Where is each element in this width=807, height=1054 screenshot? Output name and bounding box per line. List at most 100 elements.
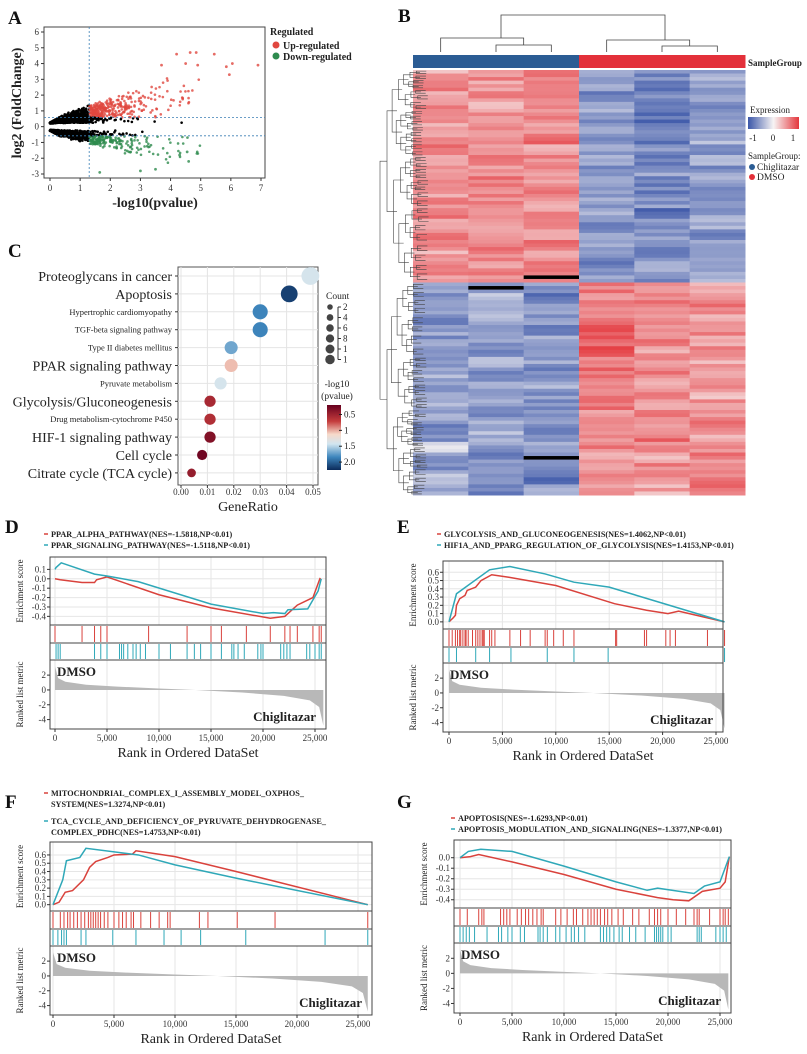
heatmap-cell bbox=[413, 108, 469, 113]
x-tick-label: 0.01 bbox=[200, 487, 216, 497]
heatmap-cell bbox=[468, 77, 525, 82]
heatmap-cell bbox=[579, 367, 635, 372]
data-point bbox=[91, 129, 94, 133]
x-tick-label: 3 bbox=[138, 183, 143, 193]
heatmap-cell bbox=[689, 424, 746, 429]
heatmap-cell bbox=[468, 236, 525, 241]
heatmap-cell bbox=[523, 346, 580, 351]
data-point bbox=[197, 78, 201, 81]
data-point bbox=[150, 85, 153, 89]
heatmap-cell bbox=[579, 473, 635, 478]
heatmap-cell bbox=[468, 473, 525, 478]
heatmap-cell bbox=[413, 247, 469, 252]
dot bbox=[224, 341, 238, 355]
heatmap-cell bbox=[689, 346, 746, 351]
heatmap-cell bbox=[634, 116, 691, 121]
heatmap-cell bbox=[523, 126, 580, 131]
heatmap-cell bbox=[689, 445, 746, 450]
data-point bbox=[105, 99, 109, 103]
heatmap-cell bbox=[413, 151, 469, 156]
heatmap-cell bbox=[523, 388, 580, 393]
heatmap-cell bbox=[468, 381, 525, 386]
heatmap-cell bbox=[468, 374, 525, 379]
row-dendrogram bbox=[379, 70, 429, 495]
heatmap-cell bbox=[579, 463, 635, 468]
heatmap-cell bbox=[413, 395, 469, 400]
data-point bbox=[77, 109, 80, 113]
data-point bbox=[108, 135, 112, 139]
data-point bbox=[145, 136, 149, 139]
heatmap-cell bbox=[689, 73, 746, 78]
x-tick-label: 5,000 bbox=[97, 733, 118, 743]
data-point bbox=[142, 103, 146, 107]
heatmap-cell bbox=[579, 183, 635, 188]
es-tick-label: 0.6 bbox=[428, 567, 440, 577]
heatmap-cell bbox=[413, 147, 469, 152]
data-point bbox=[187, 159, 191, 163]
heatmap-cell bbox=[468, 84, 525, 89]
heatmap-cell bbox=[579, 208, 635, 213]
heatmap-cell bbox=[689, 176, 746, 181]
heatmap-cell bbox=[413, 459, 469, 464]
heatmap-cell bbox=[634, 243, 691, 248]
heatmap-cell bbox=[689, 105, 746, 110]
data-point bbox=[126, 106, 129, 109]
panel-letter-c: C bbox=[8, 241, 22, 262]
heatmap-cell bbox=[689, 374, 746, 379]
data-point bbox=[96, 130, 99, 134]
data-point bbox=[119, 139, 122, 143]
heatmap-cell bbox=[579, 73, 635, 78]
term-label: Glycolysis/Gluconeogenesis bbox=[13, 395, 172, 410]
heatmap-cell bbox=[413, 289, 469, 294]
data-point bbox=[106, 106, 110, 110]
enrichment-curve bbox=[459, 853, 731, 902]
data-point bbox=[109, 100, 112, 104]
heatmap-cell bbox=[468, 388, 525, 393]
heatmap-cell bbox=[579, 427, 635, 432]
heatmap-cell bbox=[579, 402, 635, 407]
heatmap-cell bbox=[468, 112, 525, 117]
heatmap-cell bbox=[468, 162, 525, 167]
heatmap-cell bbox=[523, 222, 580, 227]
x-tick-label: 25,000 bbox=[704, 736, 729, 746]
data-point bbox=[81, 112, 85, 116]
heatmap-cell bbox=[689, 123, 746, 128]
heatmap-cell bbox=[634, 169, 691, 174]
heatmap-cell bbox=[413, 431, 469, 436]
heatmap-cell bbox=[413, 441, 469, 446]
metric-axis-label: Ranked list metric bbox=[15, 662, 25, 728]
data-point bbox=[109, 139, 113, 143]
heatmap-cell bbox=[579, 321, 635, 326]
heatmap-cell bbox=[413, 197, 469, 202]
heatmap-cell bbox=[634, 155, 691, 160]
heatmap-cell bbox=[689, 98, 746, 103]
expression-legend-title: Expression bbox=[750, 105, 790, 115]
heatmap-cell bbox=[468, 264, 525, 269]
x-tick-label: 0 bbox=[447, 736, 452, 746]
heatmap-cell bbox=[689, 222, 746, 227]
y-tick-label: 3 bbox=[35, 74, 40, 84]
heatmap-cell bbox=[579, 381, 635, 386]
data-point bbox=[178, 153, 182, 157]
heatmap-cell bbox=[579, 218, 635, 223]
heatmap-cell bbox=[634, 463, 691, 468]
heatmap-cell bbox=[413, 240, 469, 245]
heatmap-cell bbox=[523, 225, 580, 230]
heatmap-cell bbox=[579, 349, 635, 354]
heatmap-cell bbox=[634, 176, 691, 181]
heatmap-cell bbox=[523, 94, 580, 99]
heatmap-cell bbox=[579, 296, 635, 301]
x-tick-label: 25,000 bbox=[346, 1019, 371, 1029]
heatmap-cell bbox=[468, 229, 525, 234]
heatmap-cell bbox=[468, 363, 525, 368]
heatmap-cell bbox=[634, 371, 691, 376]
data-point bbox=[161, 81, 165, 84]
metric-tick-label: 0 bbox=[435, 688, 440, 698]
heatmap-cell bbox=[689, 80, 746, 85]
heatmap-cell bbox=[413, 300, 469, 305]
heatmap-cell bbox=[468, 438, 525, 443]
heatmap-cell bbox=[689, 417, 746, 422]
data-point bbox=[130, 109, 134, 113]
heatmap-cell bbox=[579, 204, 635, 209]
heatmap-cell bbox=[468, 257, 525, 262]
